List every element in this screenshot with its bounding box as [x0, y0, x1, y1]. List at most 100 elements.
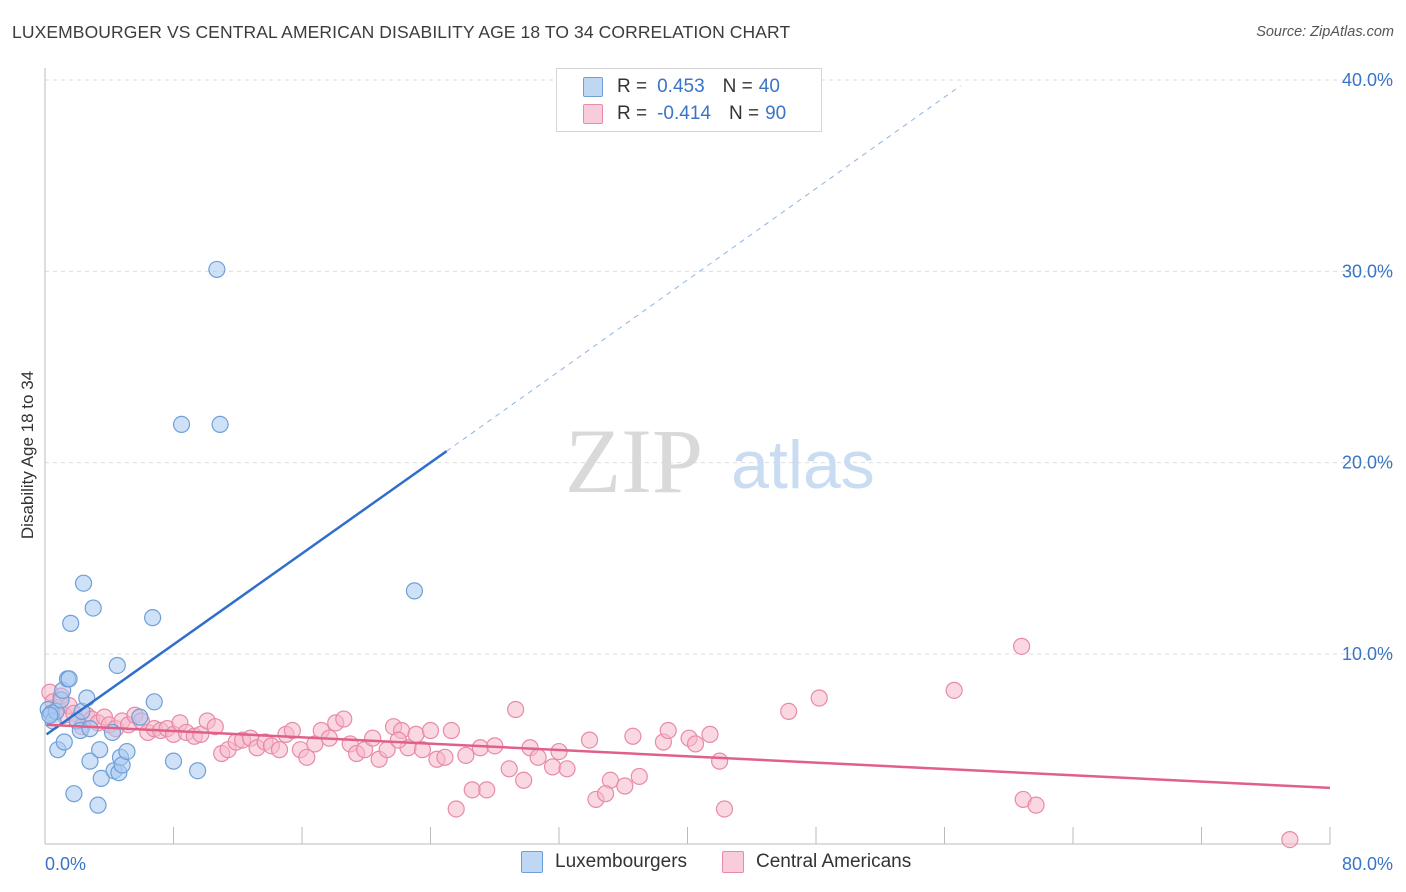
central-americans-point [715, 800, 734, 818]
central-americans-point [558, 760, 576, 778]
central-americans-point [364, 729, 382, 747]
luxembourgers-point [145, 693, 163, 711]
luxembourgers-swatch [583, 77, 603, 97]
central-americans-point [335, 710, 353, 728]
luxembourgers-point [74, 574, 93, 592]
y-tick-label: 40.0% [1342, 70, 1393, 90]
y-tick-label: 20.0% [1342, 453, 1393, 473]
legend-row-luxembourgers: R = 0.453 N = 40 [557, 74, 780, 100]
luxembourgers-point [188, 762, 207, 780]
central-americans-point [463, 781, 481, 799]
watermark: ZIP atlas [565, 410, 875, 512]
n-label: N = [728, 103, 760, 124]
central-americans-point [701, 725, 719, 743]
central-americans-point [630, 767, 648, 786]
y-tick-label: 10.0% [1342, 644, 1393, 664]
central-americans-point [711, 752, 729, 770]
luxembourgers-point [208, 260, 226, 279]
luxembourgers-point [65, 785, 83, 803]
luxembourgers-point [81, 720, 99, 738]
n-label: N = [722, 76, 753, 97]
central-americans-point [298, 748, 316, 766]
central-americans-point [596, 785, 615, 803]
central-americans-point [478, 781, 496, 799]
watermark-atlas: atlas [731, 427, 875, 503]
luxembourgers-point [118, 742, 136, 761]
luxembourgers-point [91, 741, 109, 759]
central-americans-point [270, 741, 289, 759]
luxembourgers-point [108, 656, 126, 675]
series-name: Luxembourgers [555, 851, 688, 872]
r-label: R = [617, 76, 648, 97]
luxembourgers-point [41, 706, 59, 724]
central-americans-point [1027, 796, 1045, 814]
series-legend-luxembourgers[interactable]: Luxembourgers [521, 851, 687, 873]
series-legend: Luxembourgers Central Americans [0, 851, 1406, 879]
luxembourgers-point [78, 689, 96, 707]
luxembourgers-point [405, 582, 424, 600]
source-credit: Source: ZipAtlas.com [1256, 24, 1394, 40]
luxembourgers-point [92, 769, 110, 787]
luxembourgers-point [84, 599, 102, 617]
central-americans-point [442, 721, 460, 740]
central-americans-point [471, 739, 489, 757]
luxembourgers-points [39, 260, 424, 814]
central-americans-point [1012, 637, 1031, 655]
trend-lines [45, 85, 1331, 790]
central-americans-point [624, 727, 642, 745]
central-americans-point [206, 718, 224, 736]
central-americans-point [659, 721, 677, 740]
luxembourgers-swatch [521, 851, 543, 873]
central-americans-point [780, 702, 798, 721]
series-name: Central Americans [756, 851, 912, 872]
n-value: 40 [758, 76, 780, 97]
central-americans-point [507, 700, 525, 719]
central-americans-point [457, 746, 475, 765]
luxembourgers-point [55, 733, 73, 751]
r-value: -0.414 [657, 103, 711, 124]
central-americans-point [686, 735, 705, 753]
central-americans-trend-line [46, 723, 1331, 790]
luxembourgers-trend-extension [446, 85, 961, 452]
luxembourgers-point [164, 752, 183, 770]
luxembourgers-point [60, 670, 78, 688]
luxembourgers-point [172, 415, 191, 433]
y-axis-label: Disability Age 18 to 34 [18, 370, 37, 540]
central-americans-swatch [722, 851, 744, 873]
central-americans-point [436, 748, 454, 766]
central-americans-swatch [583, 104, 603, 124]
central-americans-point [580, 731, 599, 749]
luxembourgers-point [211, 415, 229, 433]
luxembourgers-point [62, 614, 80, 632]
luxembourgers-point [144, 609, 162, 627]
central-americans-points [41, 637, 1299, 849]
correlation-legend: R = 0.453 N = 40 R = -0.414 N = 90 [556, 68, 822, 132]
central-americans-point [529, 748, 547, 766]
series-legend-central-americans[interactable]: Central Americans [722, 851, 911, 873]
legend-row-central-americans: R = -0.414 N = 90 [557, 101, 786, 127]
luxembourgers-point [131, 708, 149, 726]
central-americans-point [550, 742, 568, 761]
luxembourgers-point [81, 752, 99, 770]
central-americans-point [407, 725, 425, 743]
tick-labels: 10.0% 20.0% 30.0% 40.0% 0.0% 80.0% [45, 70, 1393, 874]
watermark-zip: ZIP [565, 410, 703, 512]
central-americans-point [413, 741, 432, 759]
central-americans-point [515, 771, 533, 789]
luxembourgers-trend-line [45, 450, 448, 736]
x-tick-label: 0.0% [45, 854, 86, 874]
central-americans-point [543, 758, 562, 776]
y-tick-label: 30.0% [1342, 261, 1393, 281]
luxembourgers-point [89, 796, 107, 814]
central-americans-point [1281, 830, 1299, 849]
r-value: 0.453 [657, 76, 705, 97]
x-tick-label: 80.0% [1342, 854, 1393, 874]
chart-title: LUXEMBOURGER VS CENTRAL AMERICAN DISABIL… [12, 22, 791, 42]
n-value: 90 [765, 103, 787, 124]
r-label: R = [617, 103, 648, 124]
central-americans-point [945, 681, 963, 699]
central-americans-point [421, 721, 440, 740]
central-americans-point [500, 760, 518, 778]
central-americans-point [283, 721, 301, 740]
